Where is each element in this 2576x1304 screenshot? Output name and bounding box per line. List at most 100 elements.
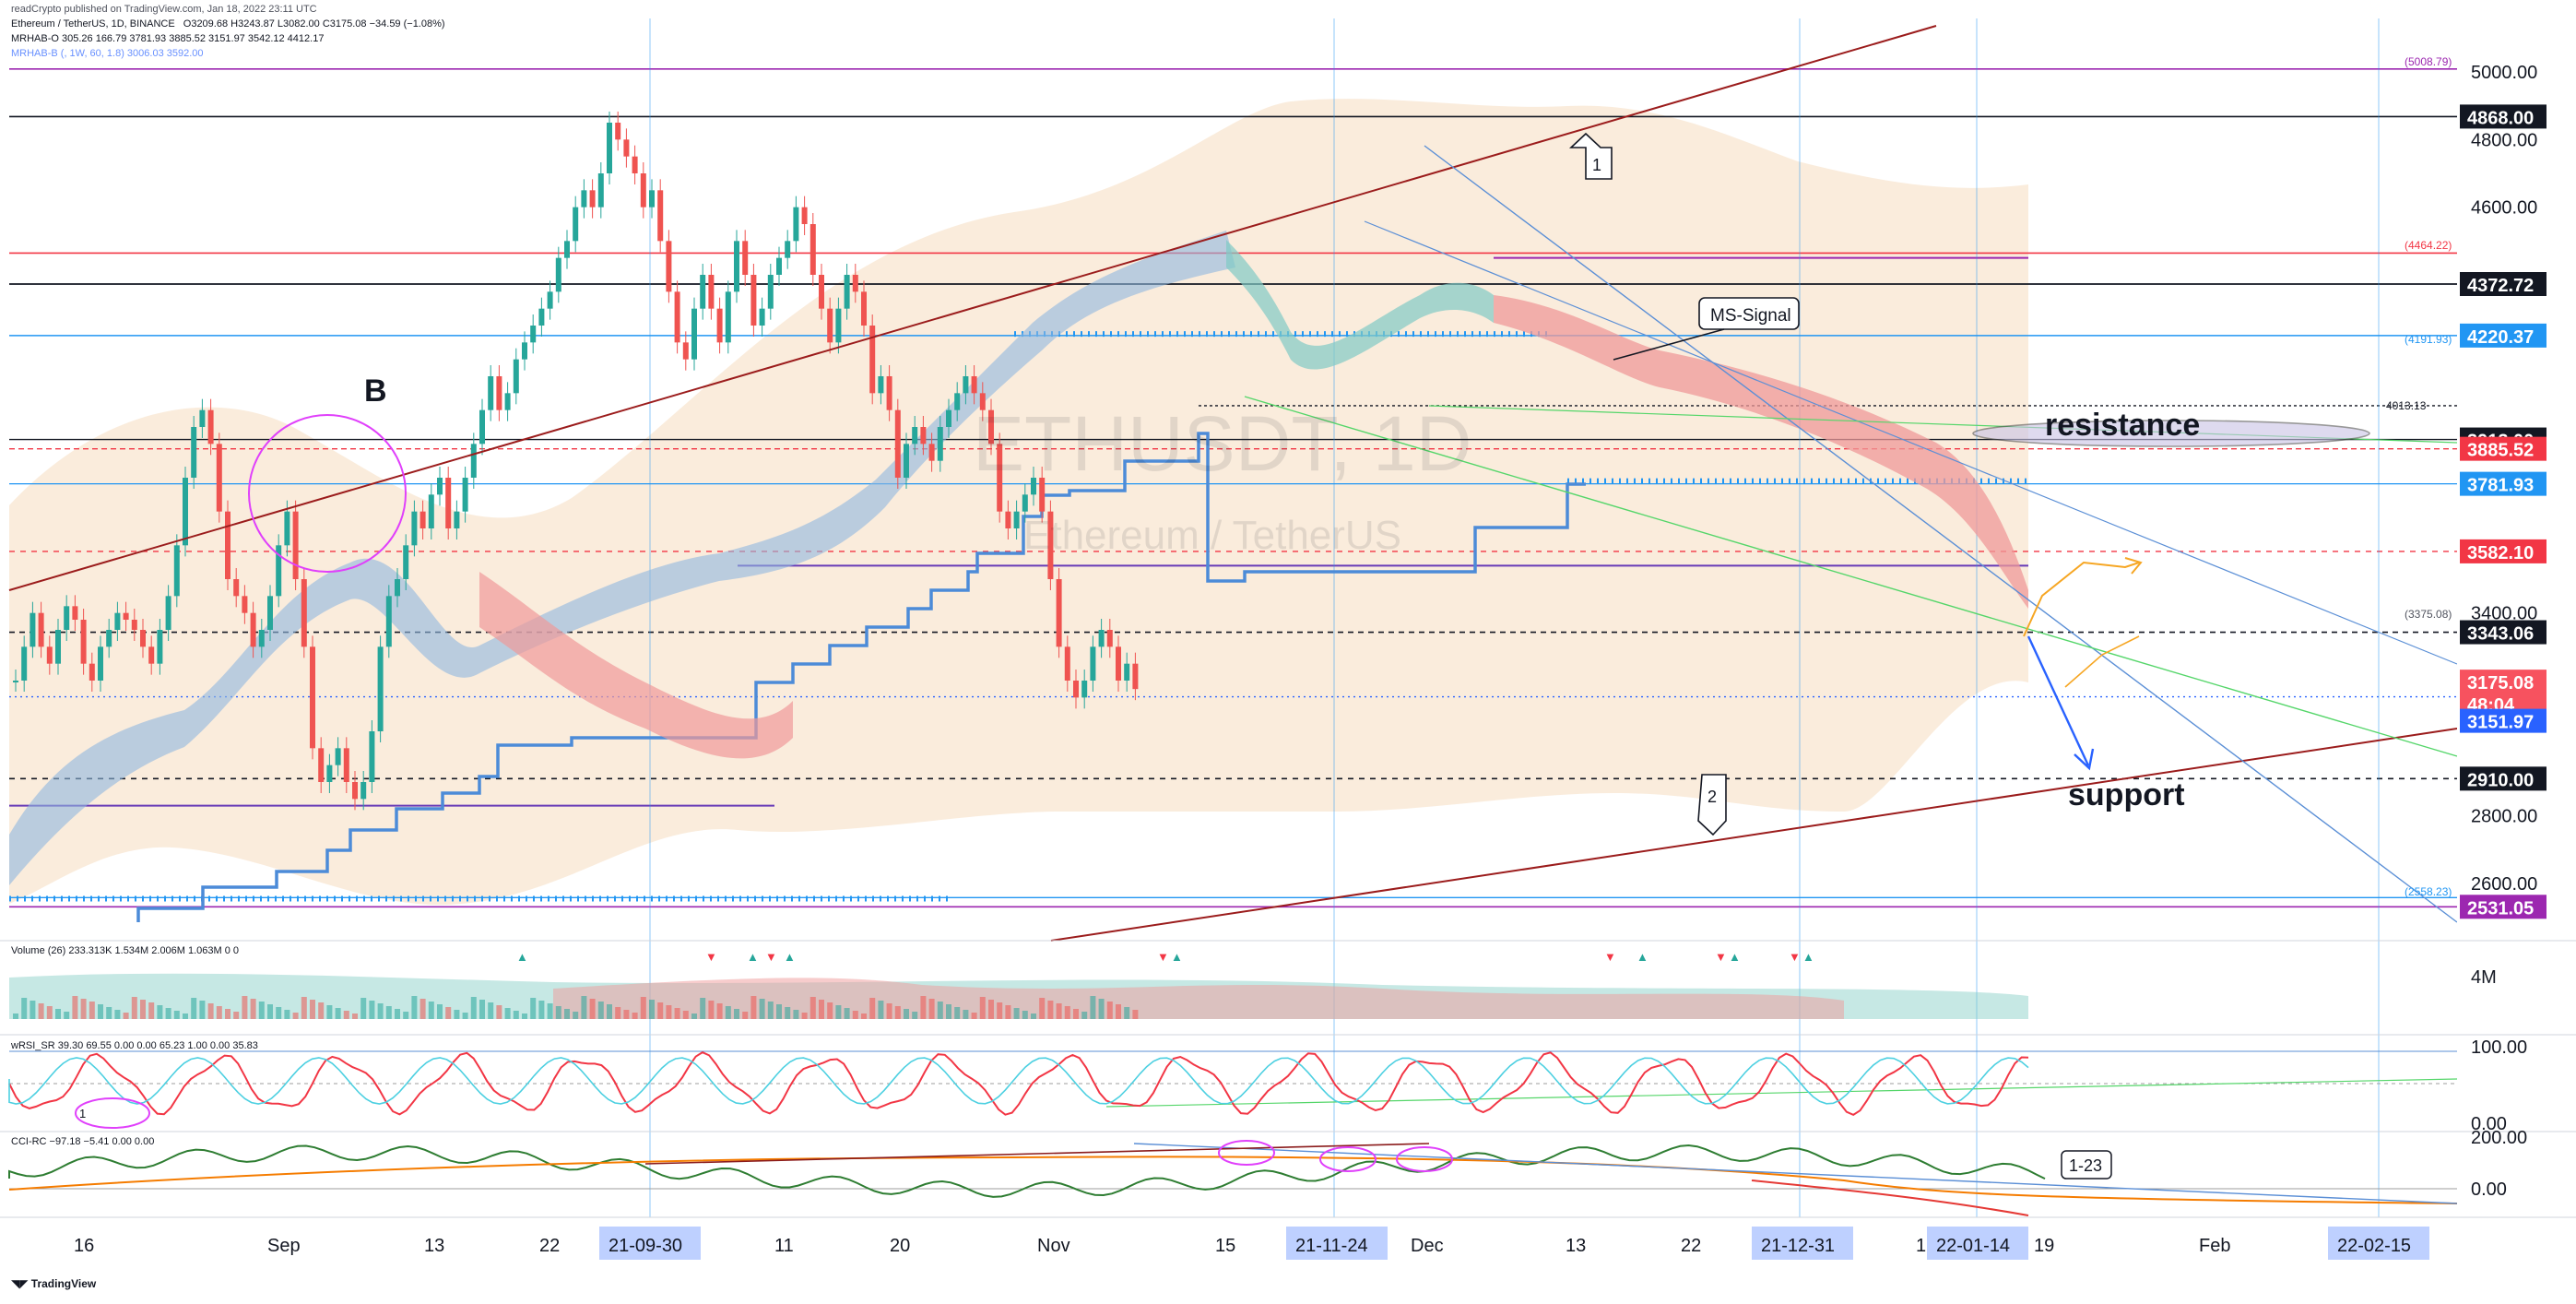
candle-body [963, 376, 969, 394]
volume-bar [623, 1010, 630, 1019]
volume-bar [869, 998, 876, 1019]
volume-bar [1124, 1007, 1130, 1019]
candle-body [997, 444, 1003, 512]
candle-body [1031, 478, 1036, 495]
price-tag [2460, 766, 2546, 791]
resistance-label: resistance [2045, 408, 2200, 443]
ma-cloud-red-2 [1494, 295, 2028, 609]
time-label: 20 [890, 1236, 910, 1256]
volume-bar [1081, 1012, 1088, 1019]
price-tag [2460, 104, 2546, 129]
volume-legend[interactable]: Volume (26) 233.313K 1.534M 2.006M 1.063… [11, 945, 240, 956]
watermark-name: Ethereum / TetherUS [1023, 513, 1401, 558]
candle-body [369, 731, 375, 782]
volume-bar [479, 1000, 485, 1019]
candle-body [1056, 579, 1062, 647]
candle-body [454, 511, 460, 528]
candle-body [632, 156, 638, 173]
candle-body [607, 123, 612, 173]
level-annotation: (2558.23) [2405, 885, 2452, 898]
candle-body [734, 241, 739, 292]
candle-body [385, 596, 392, 647]
price-tag-label: 4372.72 [2467, 276, 2534, 296]
candle-body [861, 291, 867, 326]
volume-bar [173, 1011, 180, 1019]
candle-body [250, 612, 256, 647]
volume-bar [946, 1004, 951, 1019]
candle-body [1081, 681, 1088, 698]
candle-body [564, 241, 570, 258]
signal-triangle: ▲ [784, 950, 796, 964]
volume-bar [326, 1005, 333, 1019]
wave-b-label: B [364, 373, 387, 409]
ms-signal-pointer [1613, 328, 1725, 361]
candle-body [437, 478, 443, 495]
price-tag-label: 2910.00 [2467, 770, 2534, 790]
volume-bar [470, 997, 477, 1019]
candle-body [284, 511, 290, 546]
price-tag [2460, 708, 2546, 733]
candle-body [1013, 511, 1020, 528]
volume-bar [403, 1012, 409, 1019]
volume-bar [997, 1002, 1003, 1019]
signal-triangle: ▼ [1604, 950, 1616, 964]
candle-body [835, 308, 842, 343]
volume-bar [114, 1010, 121, 1019]
rsi-legend[interactable]: wRSI_SR 39.30 69.55 0.00 0.00 65.23 1.00… [11, 1040, 258, 1051]
time-highlight-bg [1286, 1227, 1388, 1260]
candle-body [496, 376, 502, 410]
level-annotation: (4191.93) [2405, 333, 2452, 346]
volume-bar [352, 1014, 358, 1019]
candle-body [242, 596, 248, 613]
volume-bar [1116, 1004, 1121, 1019]
candle-body [98, 646, 103, 681]
candle-body [700, 275, 706, 309]
candle-body [725, 291, 731, 343]
volume-bar [1090, 996, 1096, 1019]
time-highlight: 22-01-14 [1936, 1236, 2010, 1256]
candle-body [165, 596, 171, 630]
rsi-circle [75, 1097, 150, 1129]
candle-body [852, 275, 858, 292]
time-label: 22 [1681, 1236, 1701, 1256]
candle-body [785, 241, 791, 258]
volume-bar [488, 1002, 494, 1019]
signal-triangle: ▲ [1637, 950, 1648, 964]
candle-body [809, 224, 816, 275]
cci-legend[interactable]: CCI-RC −97.18 −5.41 0.00 0.00 [11, 1136, 155, 1147]
level-annotation: (4464.22) [2405, 239, 2452, 252]
signal-triangle: ▲ [1802, 950, 1814, 964]
volume-bar [971, 1013, 977, 1019]
volume-bar [852, 1011, 858, 1019]
volume-bar [98, 1004, 103, 1019]
volume-bar [419, 999, 426, 1019]
candle-body [173, 545, 180, 597]
price-tag-label: 3885.52 [2467, 441, 2534, 461]
price-tag [2460, 436, 2546, 461]
volume-bar [131, 997, 137, 1019]
ohlc-values: O3209.68 H3243.87 L3082.00 C3175.08 −34.… [183, 18, 445, 30]
candle-body [674, 291, 680, 343]
mrhab-b-legend[interactable]: MRHAB-B (, 1W, 60, 1.8) 3006.03 3592.00 [11, 48, 204, 59]
wave-label-1: 1 [1592, 156, 1601, 174]
signal-triangle: ▼ [1157, 950, 1169, 964]
mrhab-o-legend[interactable]: MRHAB-O 305.26 166.79 3781.93 3885.52 31… [11, 33, 325, 44]
volume-bar [564, 1009, 570, 1019]
rsi-signal-line [8, 1057, 2029, 1105]
ms-signal-label: MS-Signal [1710, 306, 1791, 326]
price-tick: 2800.00 [2471, 807, 2537, 827]
tradingview-logo[interactable]: ◥◤ TradingView [11, 1277, 96, 1290]
price-tag-label: 3781.93 [2467, 476, 2534, 496]
volume-bar [878, 1001, 884, 1019]
price-tag-label: 2531.05 [2467, 898, 2534, 919]
candle-body [555, 257, 561, 292]
cci-circle [1218, 1140, 1275, 1166]
candle-body [912, 427, 918, 445]
ma-cloud-blue [9, 231, 1235, 885]
candle-body [157, 630, 163, 664]
volume-bar [912, 1012, 918, 1019]
cci-axis-bottom: 0.00 [2471, 1180, 2507, 1200]
cci-axis-top: 200.00 [2471, 1128, 2527, 1148]
volume-bar [725, 1006, 731, 1019]
